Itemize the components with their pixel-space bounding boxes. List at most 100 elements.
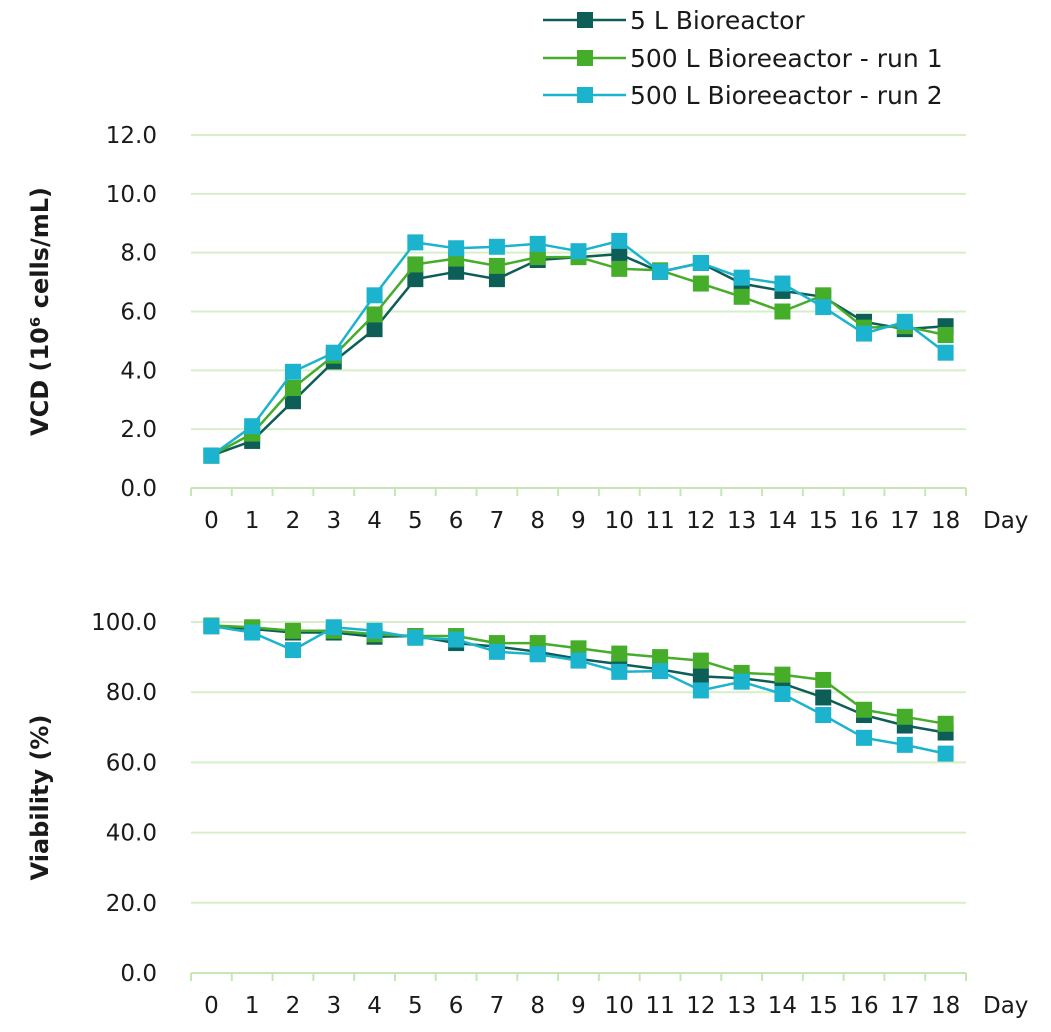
data-point (571, 653, 587, 669)
x-tick-label: 1 (245, 993, 260, 1019)
data-point (530, 236, 546, 252)
y-tick-label: 10.0 (106, 182, 157, 208)
data-point (285, 623, 301, 639)
series-line (211, 241, 945, 456)
data-point (938, 327, 954, 343)
x-tick-label: 10 (605, 508, 634, 534)
x-tick-label: 3 (326, 993, 341, 1019)
x-tick-label: 0 (204, 508, 219, 534)
x-tick-label: 8 (530, 993, 545, 1019)
legend-entry: 5 L Bioreactor (543, 6, 805, 35)
data-point (693, 682, 709, 698)
data-point (897, 314, 913, 330)
data-point (856, 326, 872, 342)
x-tick-label: 0 (204, 993, 219, 1019)
x-tick-label: 15 (809, 508, 838, 534)
x-tick-label: 15 (809, 993, 838, 1019)
y-tick-label: 100.0 (91, 610, 157, 636)
x-tick-label: 18 (931, 993, 960, 1019)
data-point (407, 630, 423, 646)
data-point (448, 240, 464, 256)
x-tick-label: 17 (890, 508, 919, 534)
y-tick-label: 2.0 (120, 417, 157, 443)
x-tick-label: 13 (727, 508, 756, 534)
y-tick-label: 8.0 (120, 241, 157, 267)
x-tick-label: 4 (367, 993, 382, 1019)
viability-chart: 0.020.040.060.080.0100.00 1 2 3 4 5 6 7 8 9 10 11 12… (26, 610, 1028, 1019)
data-point (407, 256, 423, 272)
data-point (652, 663, 668, 679)
x-tick-label: 18 (931, 508, 960, 534)
y-axis-title: VCD (10⁶ cells/mL) (26, 187, 54, 436)
legend: 5 L Bioreactor 500 L Bioreeactor - run 1 5… (543, 6, 943, 110)
data-point (815, 672, 831, 688)
data-point (285, 364, 301, 380)
data-point (652, 264, 668, 280)
y-tick-label: 4.0 (120, 358, 157, 384)
x-tick-label: 10 (605, 993, 634, 1019)
series-line (211, 254, 945, 456)
data-point (815, 707, 831, 723)
data-point (244, 625, 260, 641)
x-tick-label: 11 (645, 508, 674, 534)
data-point (489, 239, 505, 255)
x-tick-label: 11 (645, 993, 674, 1019)
x-tick-label: 9 (571, 508, 586, 534)
data-point (367, 306, 383, 322)
x-tick-label: 16 (849, 508, 878, 534)
y-tick-label: 12.0 (106, 123, 157, 149)
legend-label: 500 L Bioreeactor - run 2 (630, 81, 943, 110)
data-point (734, 270, 750, 286)
data-point (774, 686, 790, 702)
x-tick-label: 5 (408, 993, 423, 1019)
data-point (734, 674, 750, 690)
data-point (407, 234, 423, 250)
x-tick-label: 5 (408, 508, 423, 534)
data-point (897, 709, 913, 725)
y-tick-label: 40.0 (106, 821, 157, 847)
data-point (611, 261, 627, 277)
series-1 (203, 249, 953, 464)
legend-marker (577, 12, 593, 28)
series-line (211, 257, 945, 456)
data-point (203, 448, 219, 464)
legend-marker (577, 50, 593, 66)
data-point (611, 233, 627, 249)
data-point (815, 689, 831, 705)
data-point (815, 299, 831, 315)
data-point (938, 716, 954, 732)
data-point (203, 618, 219, 634)
data-point (489, 258, 505, 274)
y-tick-label: 60.0 (106, 750, 157, 776)
data-point (285, 380, 301, 396)
legend-entry: 500 L Bioreeactor - run 1 (543, 44, 943, 73)
data-point (693, 255, 709, 271)
x-tick-label: 6 (449, 993, 464, 1019)
x-tick-label: 7 (490, 993, 505, 1019)
data-point (448, 632, 464, 648)
series-1 (203, 618, 953, 732)
y-tick-label: 0.0 (120, 476, 157, 502)
series-2 (203, 618, 953, 761)
x-tick-label: 6 (449, 508, 464, 534)
data-point (774, 276, 790, 292)
y-tick-label: 20.0 (106, 891, 157, 917)
data-point (367, 321, 383, 337)
data-point (897, 737, 913, 753)
data-point (734, 289, 750, 305)
x-tick-label: 13 (727, 993, 756, 1019)
data-point (774, 667, 790, 683)
x-tick-label: 4 (367, 508, 382, 534)
data-point (938, 746, 954, 762)
x-tick-label: 16 (849, 993, 878, 1019)
legend-entry: 500 L Bioreeactor - run 2 (543, 81, 943, 110)
y-axis-title: Viability (%) (26, 715, 54, 881)
data-point (326, 345, 342, 361)
y-tick-label: 6.0 (120, 300, 157, 326)
data-point (611, 664, 627, 680)
data-point (938, 345, 954, 361)
x-tick-label: 17 (890, 993, 919, 1019)
x-tick-label: 14 (768, 508, 797, 534)
data-point (652, 649, 668, 665)
